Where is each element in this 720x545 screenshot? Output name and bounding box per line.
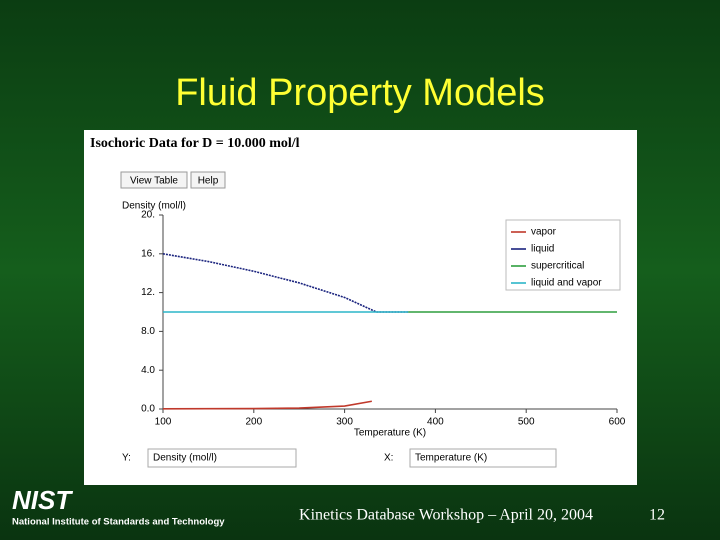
x-tick-label: 100 [155, 417, 172, 428]
legend-label: liquid [531, 244, 554, 255]
x-axis-label: Temperature (K) [354, 428, 426, 439]
chart-title: Isochoric Data for D = 10.000 mol/l [90, 136, 300, 151]
x-tick-label: 500 [518, 417, 535, 428]
dropdown[interactable] [409, 448, 557, 468]
button[interactable] [190, 171, 226, 189]
y-tick-label: 20. [141, 210, 155, 221]
y-tick-label: 4.0 [141, 365, 155, 376]
x-tick-label: 400 [427, 417, 444, 428]
line [162, 253, 409, 313]
dropdown-value[interactable]: Temperature (K) [415, 453, 487, 464]
x-tick-label: 300 [336, 417, 353, 428]
plot: 0.0 4.0 8.0 12. 16. 20. 100 200 300 400 500 600 vapo… [141, 210, 626, 428]
y-tick-label: 8.0 [141, 326, 155, 337]
y-tick-label: 12. [141, 287, 155, 298]
legend-label: liquid and vapor [531, 278, 602, 289]
y-axis-label: Density (mol/l) [122, 201, 186, 212]
institution: National Institute of Standards and Tech… [12, 517, 225, 528]
selector-label: X: [384, 453, 393, 464]
footer: Kinetics Database Workshop – April 20, 2… [299, 507, 593, 524]
legend-label: supercritical [531, 261, 584, 272]
page-number: 12 [649, 507, 665, 524]
legend-label: vapor [531, 227, 557, 238]
selector-label: Y: [122, 453, 131, 464]
dropdown-value[interactable]: Density (mol/l) [153, 453, 217, 464]
x-tick-label: 600 [609, 417, 626, 428]
dropdown[interactable] [147, 448, 297, 468]
button-label[interactable]: Help [198, 176, 219, 187]
logo: NIST [12, 485, 73, 515]
line [162, 400, 372, 410]
slide-title: Fluid Property Models [175, 72, 545, 114]
x-tick-label: 200 [245, 417, 262, 428]
chart-panel [84, 130, 637, 485]
y-tick-label: 16. [141, 248, 155, 259]
y-tick-label: 0.0 [141, 404, 155, 415]
button[interactable] [120, 171, 188, 189]
button-label[interactable]: View Table [130, 176, 178, 187]
